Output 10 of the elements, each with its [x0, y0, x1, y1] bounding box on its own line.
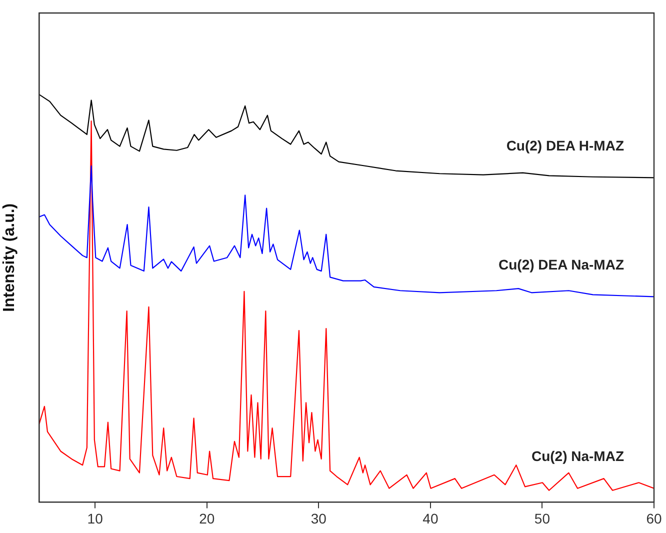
y-axis-title: Intensity (a.u.)	[1, 203, 18, 312]
series-label: Cu(2) DEA H-MAZ	[506, 138, 624, 154]
x-tick-label: 40	[422, 510, 438, 526]
x-tick-label: 60	[646, 510, 662, 526]
x-tick-label: 10	[87, 510, 104, 526]
series-label: Cu(2) Na-MAZ	[531, 448, 624, 464]
x-tick-label: 50	[534, 510, 550, 526]
series-label: Cu(2) DEA Na-MAZ	[498, 256, 624, 273]
x-tick-label: 20	[199, 510, 215, 526]
x-tick-label: 30	[310, 510, 327, 526]
